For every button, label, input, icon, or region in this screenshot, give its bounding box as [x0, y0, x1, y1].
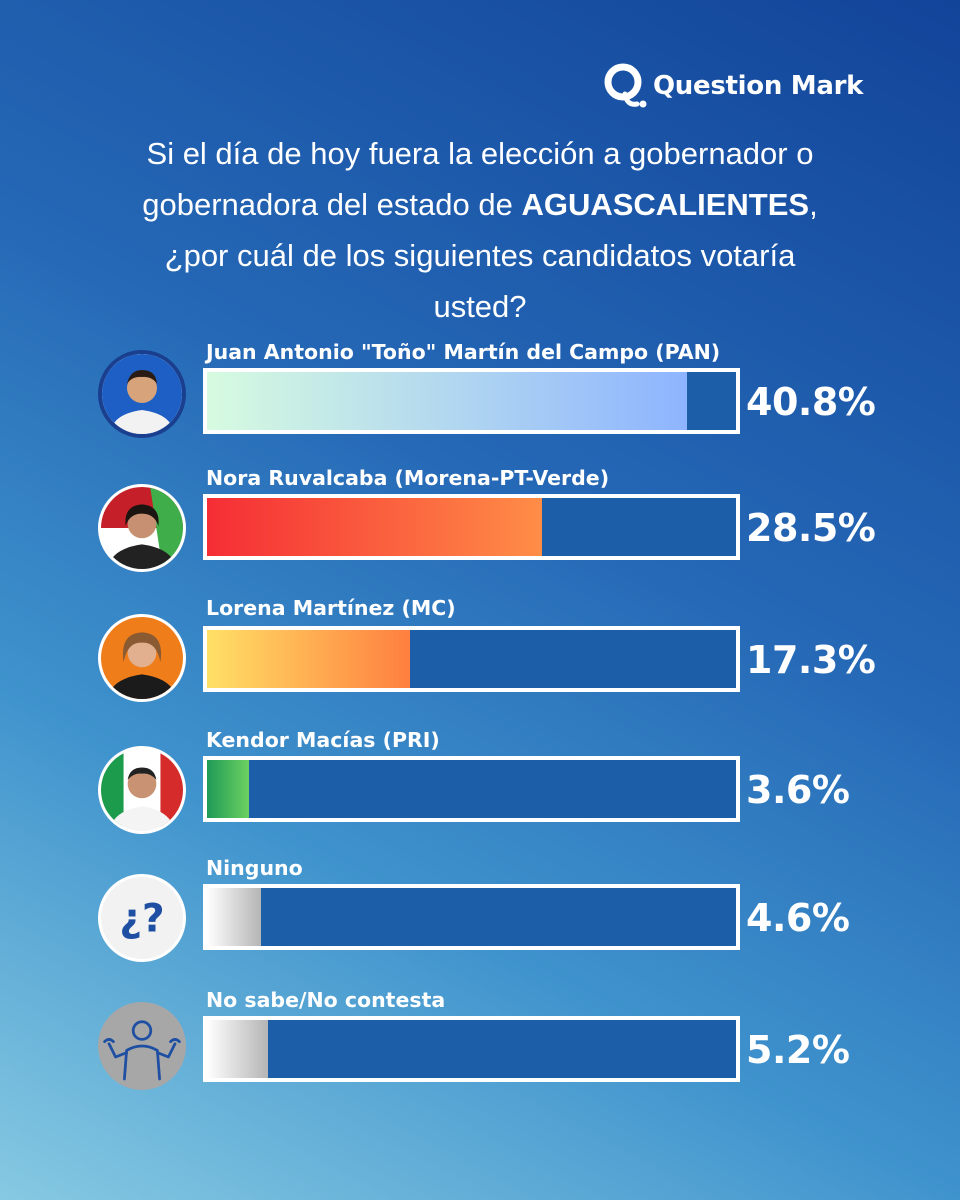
data-label: 4.6%	[746, 896, 850, 940]
chart-row: No sabe/No contesta 5.2%	[0, 988, 960, 1090]
bar-track	[203, 368, 740, 434]
candidate-morena-photo	[98, 484, 186, 572]
candidate-label: Kendor Macías (PRI)	[206, 728, 440, 752]
candidate-label: No sabe/No contesta	[206, 988, 446, 1012]
bar-track	[203, 884, 740, 950]
question-line-3: ¿por cuál de los siguientes candidatos v…	[164, 238, 796, 273]
candidate-pri-photo	[98, 746, 186, 834]
state-name: AGUASCALIENTES	[521, 187, 810, 222]
bar-track	[203, 1016, 740, 1082]
bar	[207, 888, 262, 946]
chart-row: Lorena Martínez (MC) 17.3%	[0, 596, 960, 702]
candidate-label: Nora Ruvalcaba (Morena-PT-Verde)	[206, 466, 610, 490]
question-line-1: Si el día de hoy fuera la elección a gob…	[146, 136, 814, 171]
chart-row: ¿? Ninguno 4.6%	[0, 856, 960, 962]
data-label: 17.3%	[746, 638, 876, 682]
data-label: 3.6%	[746, 768, 850, 812]
bar	[207, 630, 411, 688]
question-mark-icon: ¿?	[98, 874, 186, 962]
question-mark-logo-icon	[604, 63, 647, 108]
data-label: 28.5%	[746, 506, 876, 550]
chart-row: Kendor Macías (PRI) 3.6%	[0, 728, 960, 834]
bar	[207, 760, 250, 818]
candidate-label: Lorena Martínez (MC)	[206, 596, 456, 620]
data-label: 40.8%	[746, 380, 876, 424]
unknown-glyph: ¿?	[119, 896, 164, 941]
bar-track	[203, 626, 740, 692]
bar	[207, 1020, 269, 1078]
question-line-4: usted?	[433, 289, 527, 324]
candidate-label: Ninguno	[206, 856, 303, 880]
survey-question: Si el día de hoy fuera la elección a gob…	[60, 128, 900, 332]
question-line-2: gobernadora del estado de AGUASCALIENTES…	[142, 187, 818, 222]
candidate-pan-photo	[98, 350, 186, 438]
brand: Question Mark	[603, 62, 863, 110]
data-label: 5.2%	[746, 1028, 850, 1072]
shrug-person-icon	[98, 1002, 186, 1090]
candidate-label: Juan Antonio "Toño" Martín del Campo (PA…	[206, 340, 721, 364]
bar	[207, 498, 543, 556]
chart-row: Juan Antonio "Toño" Martín del Campo (PA…	[0, 340, 960, 440]
candidate-mc-photo	[98, 614, 186, 702]
chart-row: Nora Ruvalcaba (Morena-PT-Verde) 28.5%	[0, 466, 960, 572]
brand-name: Question Mark	[653, 71, 864, 101]
bar-track	[203, 494, 740, 560]
bar	[207, 372, 687, 430]
bar-track	[203, 756, 740, 822]
